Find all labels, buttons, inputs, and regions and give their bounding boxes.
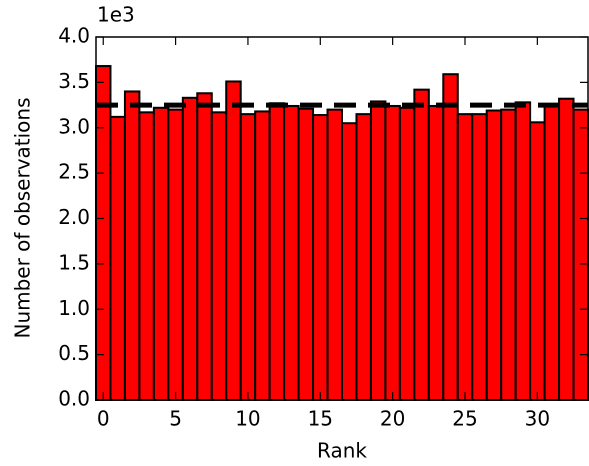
bar	[326, 108, 344, 401]
bar	[196, 92, 213, 401]
x-tick-label: 5	[169, 407, 182, 431]
bar	[181, 96, 199, 402]
bar	[341, 122, 358, 402]
x-tick-label: 0	[97, 407, 110, 431]
bar	[297, 107, 315, 401]
bar	[471, 113, 488, 401]
bar	[109, 115, 126, 402]
bar	[283, 104, 300, 401]
bar	[384, 104, 401, 401]
bar	[355, 113, 372, 401]
x-tick-label: 25	[452, 407, 477, 431]
bar	[529, 121, 546, 402]
bar	[427, 104, 445, 401]
bar	[312, 114, 329, 401]
bar	[572, 108, 589, 401]
bar	[413, 88, 430, 401]
x-tick-label: 15	[308, 407, 333, 431]
y-axis-label: Number of observations	[11, 97, 35, 338]
bar	[456, 113, 474, 401]
bar	[225, 80, 242, 401]
bar	[138, 111, 155, 401]
y-tick-label: 0.5	[58, 341, 90, 365]
bar	[268, 102, 286, 401]
bar	[442, 73, 459, 402]
y-tick-label: 3.0	[58, 114, 90, 138]
y-tick-label: 1.5	[58, 250, 90, 274]
bar	[210, 111, 228, 401]
bar	[514, 101, 532, 401]
x-tick-label: 10	[235, 407, 260, 431]
bar	[543, 103, 561, 401]
y-tick-label: 1.0	[58, 296, 90, 320]
y-tick-label: 2.5	[58, 160, 90, 184]
x-tick-label: 30	[525, 407, 550, 431]
y-offset-label: 1e3	[97, 3, 135, 27]
bar	[369, 100, 387, 402]
y-tick-label: 4.0	[58, 24, 90, 48]
bar	[558, 97, 575, 402]
y-tick-label: 3.5	[58, 69, 90, 93]
bar	[398, 106, 416, 401]
bar	[152, 106, 170, 401]
bar	[485, 109, 503, 401]
x-axis-label: Rank	[317, 439, 367, 463]
bar	[95, 65, 112, 401]
bar	[500, 108, 517, 401]
bar	[167, 108, 184, 401]
bar	[254, 110, 271, 401]
y-tick-label: 0.0	[58, 387, 90, 411]
bar	[239, 113, 257, 401]
y-tick-label: 2.0	[58, 205, 90, 229]
bar	[123, 90, 141, 401]
x-tick-label: 20	[380, 407, 405, 431]
